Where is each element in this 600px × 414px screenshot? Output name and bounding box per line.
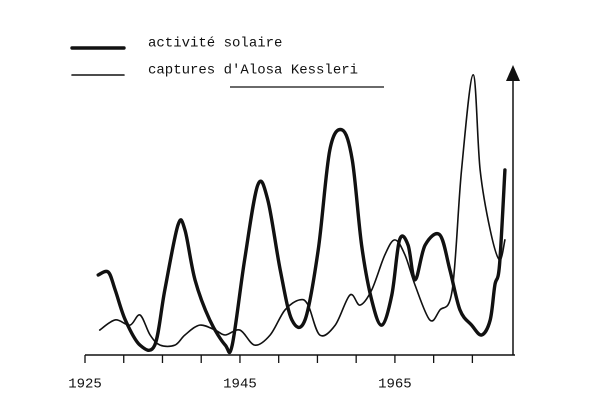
- legend-label: captures d'Alosa Kessleri: [148, 63, 358, 79]
- series-line: [98, 74, 506, 348]
- x-tick-label: 1945: [223, 377, 257, 393]
- series-line: [96, 127, 507, 355]
- x-tick-label: 1925: [68, 377, 102, 393]
- y-axis-arrow: [506, 65, 520, 81]
- legend-label: activité solaire: [148, 36, 282, 52]
- x-tick-label: 1965: [378, 377, 412, 393]
